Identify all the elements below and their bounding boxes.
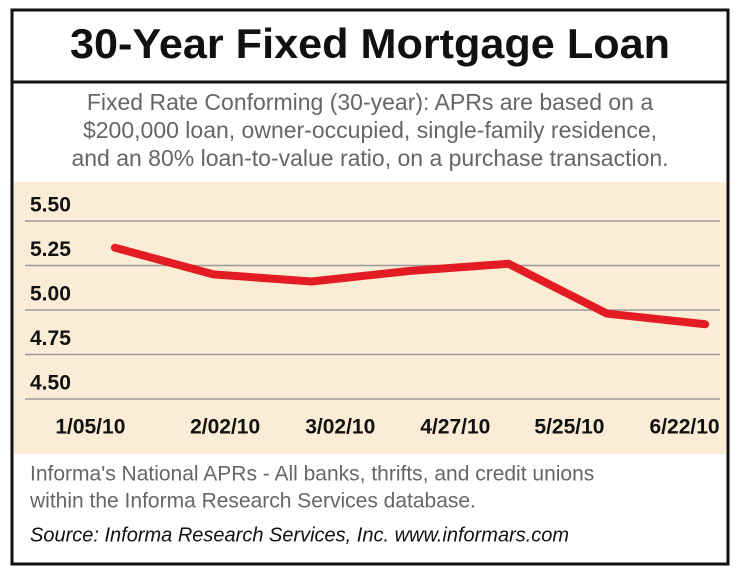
x-tick-label: 6/22/10 (650, 416, 720, 439)
x-tick-label: 5/25/10 (534, 416, 604, 439)
x-tick-label: 2/02/10 (190, 416, 260, 439)
source: Source: Informa Research Services, Inc. … (30, 524, 569, 546)
chart-title: 30-Year Fixed Mortgage Loan (70, 20, 670, 67)
data-line (110, 243, 710, 329)
x-tick-label: 1/05/10 (55, 416, 125, 439)
y-tick-label: 4.75 (30, 327, 71, 350)
subtitle: and an 80% loan-to-value ratio, on a pur… (71, 145, 668, 171)
y-tick-label: 5.25 (30, 238, 71, 261)
plot-background (14, 182, 726, 454)
x-tick-label: 4/27/10 (420, 416, 490, 439)
subtitle: Fixed Rate Conforming (30-year): APRs ar… (87, 89, 654, 115)
y-tick-label: 4.50 (30, 372, 71, 395)
note: within the Informa Research Services dat… (29, 490, 476, 513)
y-tick-label: 5.50 (30, 194, 71, 217)
y-tick-label: 5.00 (30, 283, 71, 306)
note: Informa's National APRs - All banks, thr… (30, 463, 594, 486)
x-tick-label: 3/02/10 (305, 416, 375, 439)
subtitle: $200,000 loan, owner-occupied, single-fa… (83, 117, 657, 143)
